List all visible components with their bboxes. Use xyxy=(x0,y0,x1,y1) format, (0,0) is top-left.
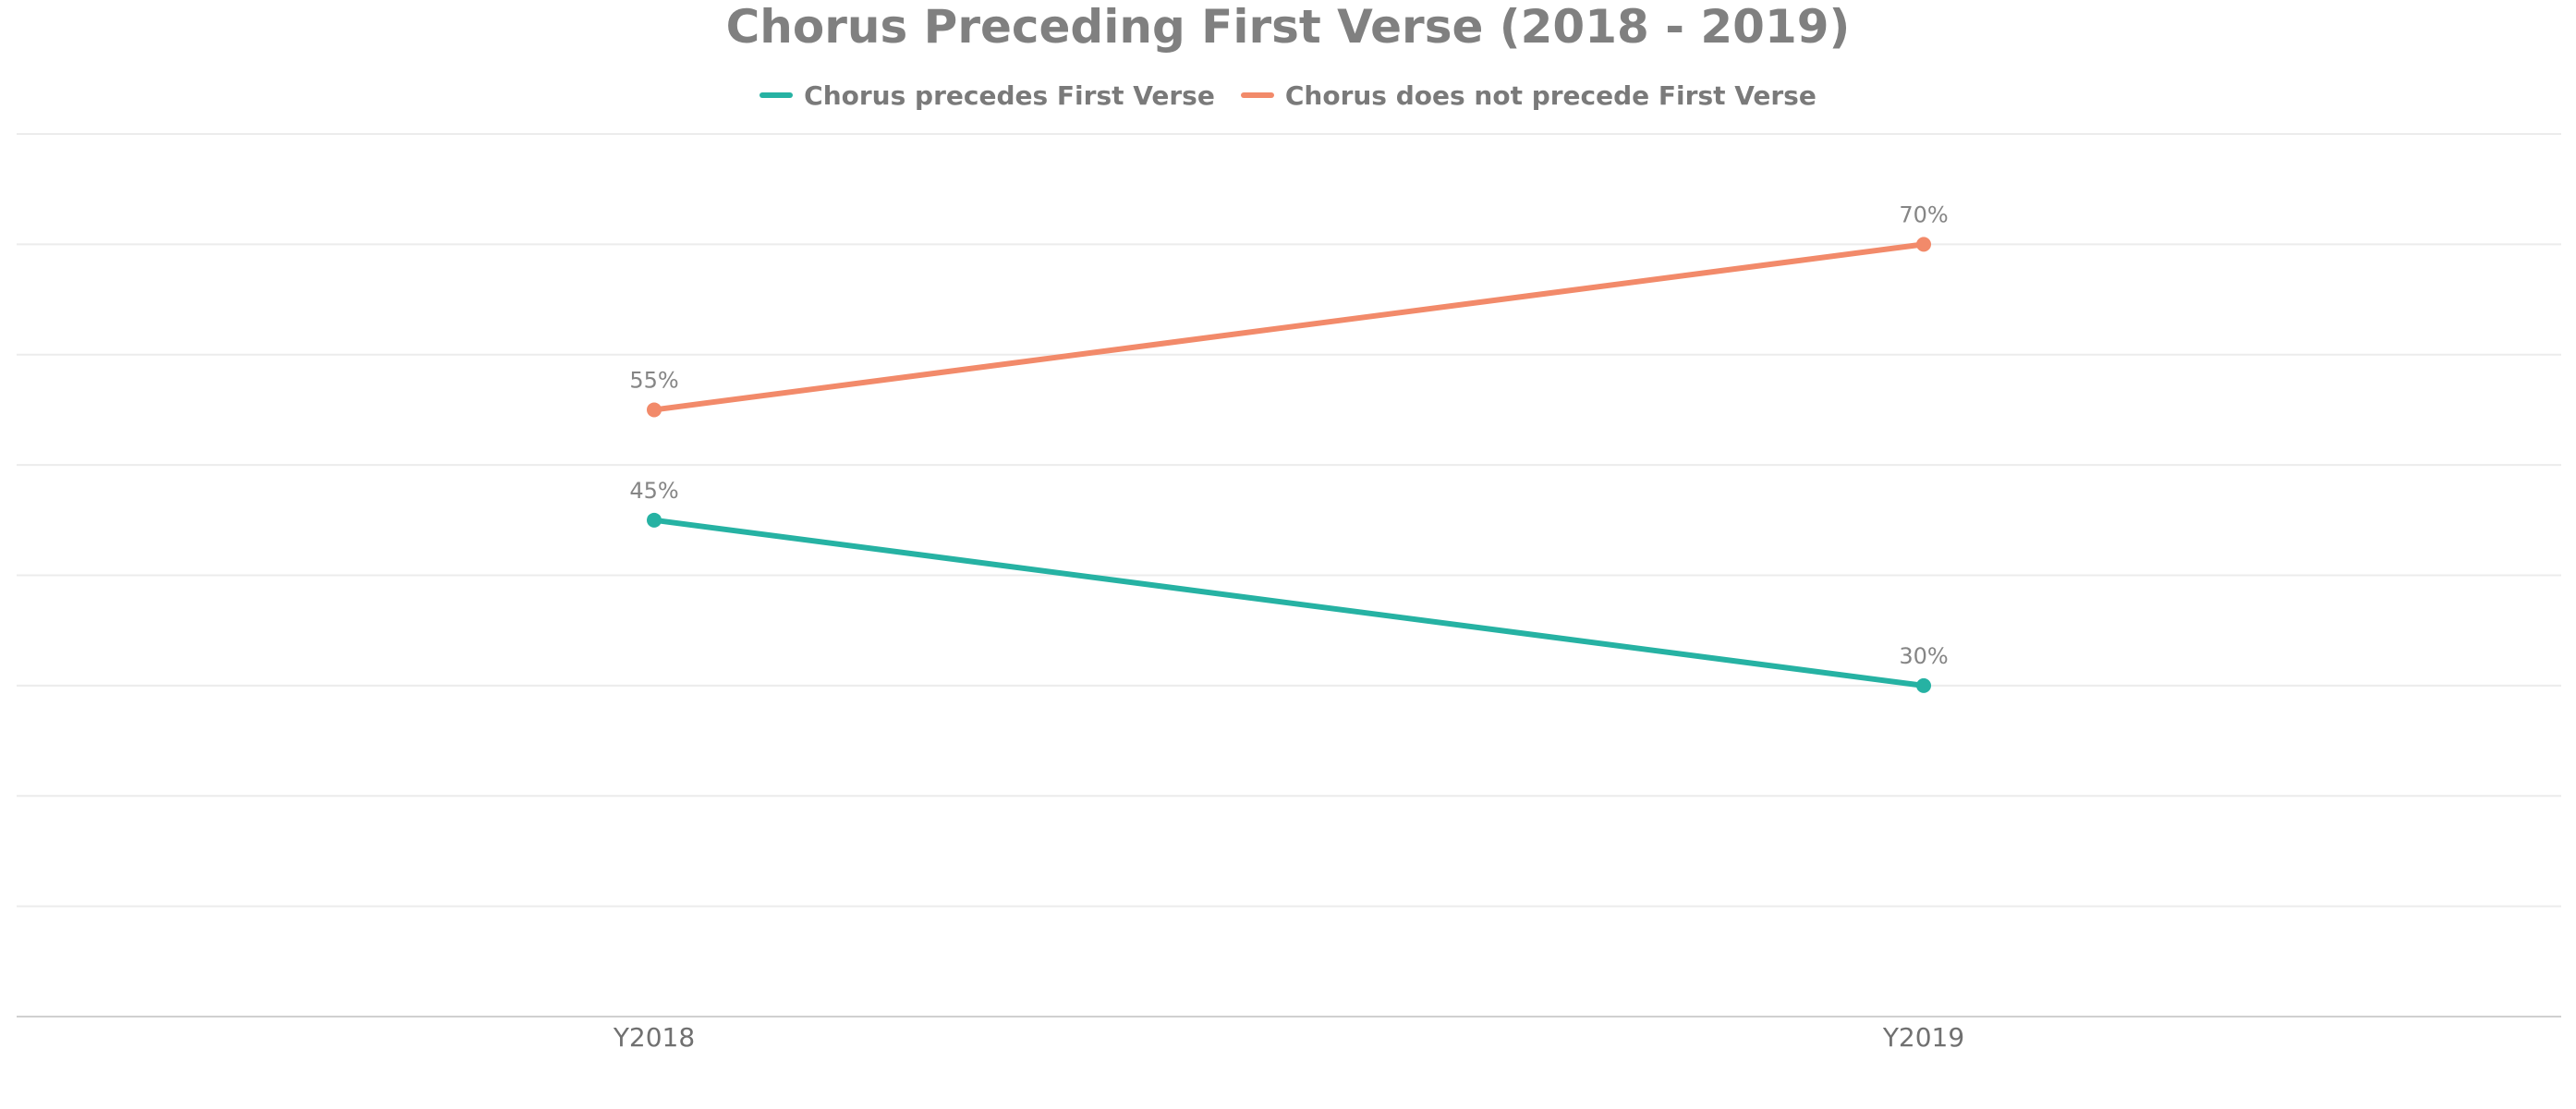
data-point-series-2-Y2018[interactable] xyxy=(647,402,662,418)
data-label-series-1-Y2018: 45% xyxy=(629,478,678,504)
legend-swatch-series-1 xyxy=(759,92,794,98)
data-label-series-2-Y2019: 70% xyxy=(1899,201,1948,227)
series-line-2[interactable] xyxy=(651,241,1926,413)
legend: Chorus precedes First Verse Chorus does … xyxy=(0,76,2576,115)
data-labels: 45% 30% 55% 70% xyxy=(629,201,1948,669)
data-point-series-2-Y2019[interactable] xyxy=(1916,237,1931,252)
gridlines xyxy=(17,133,2561,1018)
data-point-series-1-Y2019[interactable] xyxy=(1916,677,1931,693)
legend-label-series-2: Chorus does not precede First Verse xyxy=(1284,79,1817,111)
x-tick-label-Y2019: Y2019 xyxy=(1882,1022,1964,1053)
legend-item-series-1[interactable]: Chorus precedes First Verse xyxy=(759,80,1215,111)
data-label-series-2-Y2018: 55% xyxy=(629,367,678,393)
data-label-series-1-Y2019: 30% xyxy=(1899,643,1948,669)
series-line-1[interactable] xyxy=(651,517,1926,689)
legend-label-series-1: Chorus precedes First Verse xyxy=(804,79,1215,111)
series-lines xyxy=(651,241,1926,689)
legend-item-series-2[interactable]: Chorus does not precede First Verse xyxy=(1240,79,1817,111)
chart-title: Chorus Preceding First Verse (2018 - 201… xyxy=(725,0,1851,54)
data-points xyxy=(647,237,1931,693)
legend-swatch-series-2 xyxy=(1240,92,1274,98)
data-point-series-1-Y2018[interactable] xyxy=(647,512,662,528)
x-axis: Y2018 Y2019 xyxy=(613,1022,1964,1053)
x-tick-label-Y2018: Y2018 xyxy=(613,1022,695,1053)
